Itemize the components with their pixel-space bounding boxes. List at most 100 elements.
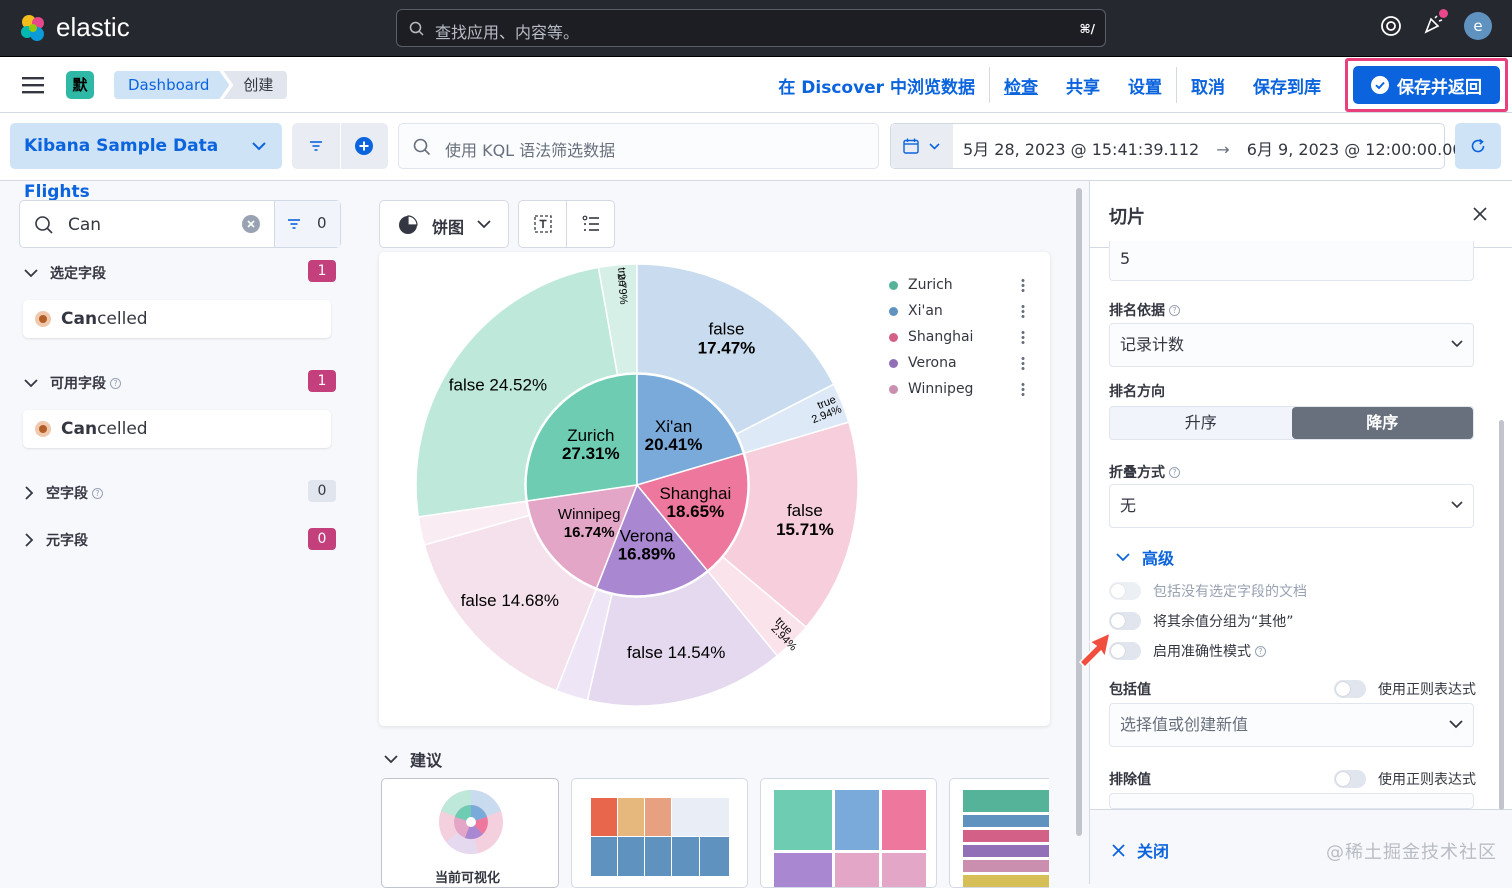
menu-icon[interactable] (22, 76, 44, 94)
pie-chart[interactable]: false 24.52%true2.79%false17.47%true2.94… (379, 252, 899, 726)
suggestion-waffle[interactable] (949, 778, 1049, 888)
space-avatar[interactable]: 默 (66, 71, 94, 99)
flyout-scrollbar[interactable] (1499, 420, 1504, 810)
collapse-by-select[interactable]: 无 (1109, 484, 1474, 528)
more-icon[interactable] (1021, 278, 1025, 292)
size-input[interactable]: 5 (1109, 241, 1474, 281)
legend-item[interactable]: Verona (889, 350, 1025, 376)
data-view-picker[interactable]: Kibana Sample Data Flights (10, 123, 282, 202)
date-picker[interactable]: 5月 28, 2023 @ 15:41:39.112 → 6月 9, 2023 … (890, 123, 1473, 169)
pie-slice-outer[interactable] (636, 263, 835, 435)
help-icon[interactable] (1380, 15, 1402, 37)
user-avatar[interactable]: e (1464, 12, 1492, 40)
more-icon[interactable] (1021, 382, 1025, 396)
empty-fields-toggle[interactable]: 空字段? (24, 483, 103, 503)
date-start[interactable]: 5月 28, 2023 @ 15:41:39.112 (963, 140, 1200, 159)
group-other-toggle[interactable]: 将其余值分组为“其他” (1109, 611, 1294, 631)
exclude-regex-toggle[interactable]: 使用正则表达式 (1334, 769, 1476, 789)
exclude-values-label: 排除值 (1109, 772, 1151, 788)
advanced-toggle[interactable]: 高级 (1116, 545, 1174, 569)
chevron-right-icon (25, 486, 34, 500)
save-to-library-link[interactable]: 保存到库 (1253, 77, 1321, 98)
meta-fields-count: 0 (308, 528, 336, 550)
chevron-right-icon (25, 533, 34, 547)
chart-type-switcher[interactable]: 饼图 (379, 200, 509, 248)
descending-button[interactable]: 降序 (1291, 407, 1473, 439)
explore-in-discover-link[interactable]: 在 Discover 中浏览数据 (778, 77, 975, 98)
rank-by-select[interactable]: 记录计数 (1109, 323, 1474, 367)
settings-link[interactable]: 设置 (1128, 77, 1162, 98)
more-icon[interactable] (1021, 304, 1025, 318)
legend-settings-button[interactable] (567, 201, 615, 247)
field-item-cancelled[interactable]: Cancelled (23, 410, 331, 448)
add-filter-button[interactable] (341, 123, 388, 169)
legend-item[interactable]: Zurich (889, 272, 1025, 298)
text-settings-button[interactable] (519, 201, 567, 247)
clear-icon[interactable] (242, 215, 260, 233)
field-search-input[interactable]: Can 0 (19, 200, 341, 248)
pie-slice-inner[interactable] (636, 373, 745, 487)
date-end[interactable]: 6月 9, 2023 @ 12:00:00.000 (1246, 140, 1473, 159)
notification-dot (1439, 9, 1448, 18)
breadcrumb-dashboard[interactable]: Dashboard (114, 71, 229, 99)
filter-options-button[interactable] (292, 123, 340, 169)
global-search-input[interactable]: 查找应用、内容等。 ⌘/ (396, 9, 1106, 47)
pie-slice-outer[interactable] (721, 421, 859, 629)
legend-item[interactable]: Winnipeg (889, 376, 1025, 402)
pie-slice-outer[interactable] (417, 500, 531, 546)
suggestions-toggle[interactable]: 建议 (384, 747, 442, 771)
more-icon[interactable] (1021, 356, 1025, 370)
inspect-link[interactable]: 检查 (1004, 77, 1038, 98)
text-icon (534, 215, 552, 233)
field-filter-button[interactable]: 0 (274, 201, 340, 247)
toggle-switch[interactable] (1334, 770, 1366, 788)
accuracy-mode-toggle[interactable]: 启用准确性模式? (1109, 641, 1266, 661)
pie-chart-icon (399, 215, 418, 234)
save-and-return-button[interactable]: 保存并返回 (1353, 66, 1500, 104)
workspace-scrollbar[interactable] (1076, 188, 1082, 836)
include-values-combobox[interactable]: 选择值或创建新值 (1109, 703, 1474, 747)
slice-value: 16.89% (618, 544, 676, 563)
ascending-button[interactable]: 升序 (1184, 413, 1217, 432)
cancel-link[interactable]: 取消 (1191, 77, 1225, 98)
more-icon[interactable] (1021, 330, 1025, 344)
toggle-switch[interactable] (1334, 680, 1366, 698)
mosaic-thumbnail (774, 790, 926, 887)
meta-fields-toggle[interactable]: 元字段 (24, 530, 88, 550)
newsfeed-button[interactable] (1422, 9, 1448, 39)
close-icon[interactable] (1473, 207, 1487, 221)
legend-item[interactable]: Xi'an (889, 298, 1025, 324)
pie-slice-inner[interactable] (635, 452, 749, 572)
newsfeed-icon (1424, 15, 1443, 34)
breadcrumb: Dashboard 创建 (114, 71, 288, 99)
close-flyout-button[interactable]: 关闭 (1112, 838, 1169, 862)
pie-slice-outer[interactable] (586, 570, 779, 707)
pie-slice-inner[interactable] (526, 484, 639, 590)
pie-slice-outer[interactable] (415, 266, 619, 518)
quick-date-menu[interactable] (891, 124, 953, 168)
refresh-button[interactable] (1455, 123, 1501, 169)
include-regex-toggle[interactable]: 使用正则表达式 (1334, 679, 1476, 699)
chevron-down-icon (477, 220, 491, 229)
elastic-logo[interactable]: elastic (18, 12, 130, 43)
suggestion-current[interactable]: 当前可视化 (381, 778, 559, 888)
exclude-values-combobox[interactable] (1109, 793, 1474, 809)
pie-slice-inner[interactable] (525, 373, 638, 502)
plus-circle-icon (355, 137, 373, 155)
toggle-switch[interactable] (1109, 582, 1141, 600)
toggle-switch[interactable] (1109, 612, 1141, 630)
suggestion-mosaic[interactable] (760, 778, 937, 888)
toggle-switch[interactable] (1109, 642, 1141, 660)
legend-item[interactable]: Shanghai (889, 324, 1025, 350)
empty-fields-count: 0 (308, 480, 336, 502)
selected-fields-toggle[interactable]: 选定字段 (24, 263, 106, 283)
field-item-cancelled[interactable]: Cancelled (23, 300, 331, 338)
kql-search-input[interactable]: 使用 KQL 语法筛选数据 (398, 123, 879, 169)
collapse-by-label: 折叠方式? (1109, 462, 1180, 482)
pie-slice-outer[interactable] (423, 514, 598, 692)
slice-value: 27.31% (562, 444, 620, 463)
available-fields-toggle[interactable]: 可用字段? (24, 373, 121, 393)
suggestion-treemap[interactable] (571, 778, 748, 888)
share-link[interactable]: 共享 (1066, 77, 1100, 98)
include-empty-toggle[interactable]: 包括没有选定字段的文档 (1109, 581, 1307, 601)
